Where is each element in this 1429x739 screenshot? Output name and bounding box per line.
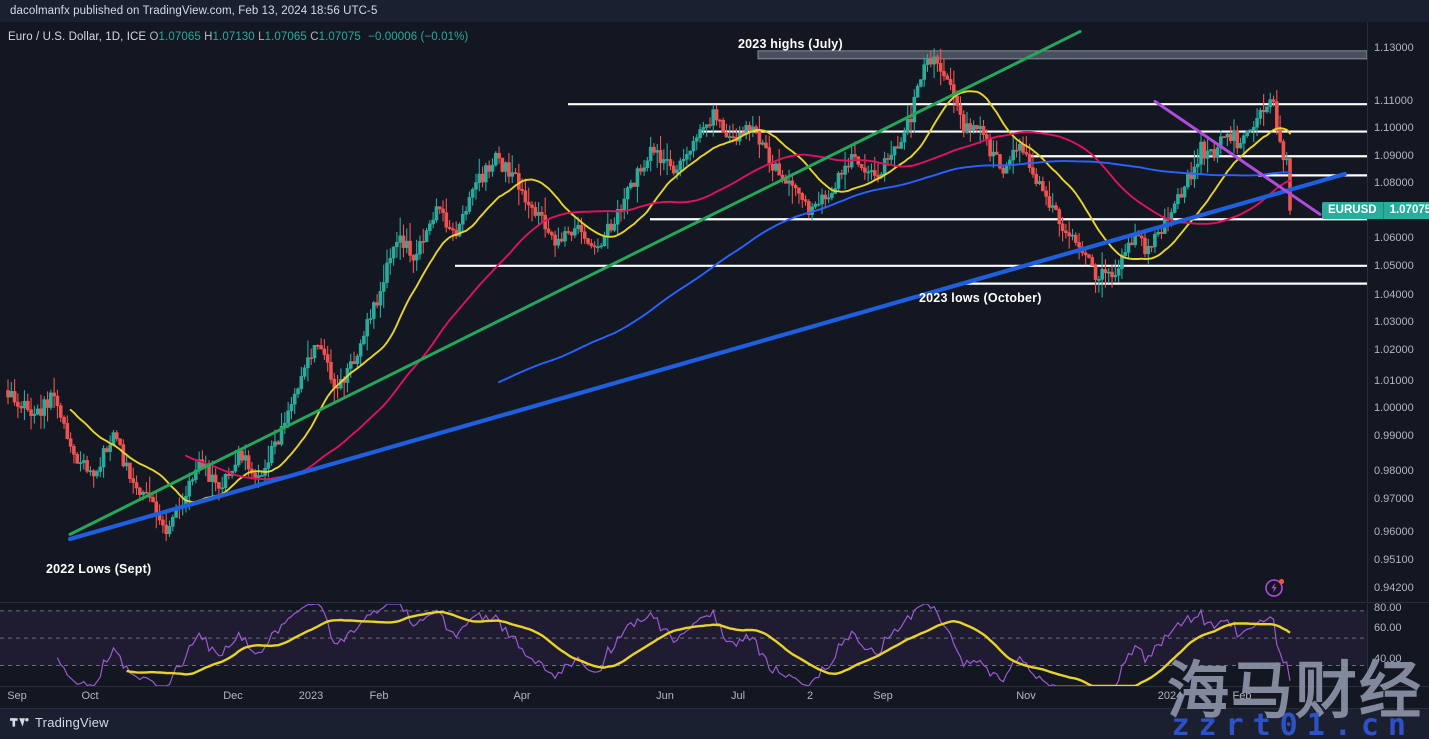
- price-chart-pane[interactable]: [0, 22, 1367, 602]
- legend-low-key: L: [258, 31, 265, 43]
- legend-open-key: O: [149, 31, 159, 43]
- price-tick: 0.95100: [1374, 554, 1414, 566]
- price-tick: 1.04000: [1374, 289, 1414, 301]
- time-tick: 2023: [298, 690, 324, 702]
- legend-close-key: C: [310, 31, 319, 43]
- rsi-tick: 40.00: [1374, 653, 1402, 665]
- rsi-indicator-pane[interactable]: [0, 604, 1367, 686]
- time-tick: Feb: [1232, 690, 1252, 702]
- url-watermark: zzrt01.cn: [1171, 708, 1415, 739]
- legend-symbol[interactable]: Euro / U.S. Dollar, 1D, ICE: [8, 31, 147, 43]
- price-tick: 1.06000: [1374, 232, 1414, 244]
- price-badge-symbol: EURUSD: [1322, 202, 1383, 220]
- rsi-chart-svg: [0, 604, 1367, 686]
- price-tick: 0.94200: [1374, 582, 1414, 594]
- chart-annotation: 2022 Lows (Sept): [46, 562, 152, 576]
- rsi-line: [56, 604, 1291, 686]
- price-tick: 1.08000: [1374, 177, 1414, 189]
- price-tick: 0.99000: [1374, 430, 1414, 442]
- legend-change: −0.00006 (−0.01%): [368, 31, 469, 43]
- price-tick: 1.01000: [1374, 375, 1414, 387]
- time-tick: 2024: [1157, 690, 1183, 702]
- lightning-bolt-icon[interactable]: [1264, 576, 1286, 598]
- pane-separator[interactable]: [0, 602, 1429, 603]
- trendline-blue: [67, 171, 1348, 542]
- rsi-tick: 60.00: [1374, 622, 1402, 634]
- price-badge-value: 1.07075: [1382, 202, 1429, 220]
- price-tick: 1.13000: [1374, 42, 1414, 54]
- tradingview-logo-icon: [10, 718, 29, 727]
- moving-average-blue: [498, 160, 1291, 384]
- price-chart-svg: [6, 30, 1367, 542]
- trendline-magenta: [1153, 99, 1322, 216]
- rsi-axis[interactable]: 80.00 60.00 40.00: [1367, 602, 1429, 686]
- time-tick: Dec: [223, 690, 243, 702]
- price-tick: 1.02000: [1374, 344, 1414, 356]
- attribution-bar: dacolmanfx published on TradingView.com,…: [0, 0, 1429, 22]
- trendline-green: [68, 30, 1082, 536]
- rsi-moving-average: [126, 610, 1291, 686]
- candlestick-series: [6, 48, 1292, 541]
- highs-zone-rectangle: [757, 50, 1367, 60]
- bottom-toolbar: TradingView: [0, 708, 1429, 739]
- legend-open-value: 1.07065: [158, 31, 201, 43]
- price-tick: 1.05000: [1374, 260, 1414, 272]
- price-tick: 1.09000: [1374, 150, 1414, 162]
- chinese-watermark: 海马财经: [1166, 654, 1423, 727]
- chart-annotation: 2023 highs (July): [738, 37, 843, 51]
- tradingview-brand-text: TradingView: [35, 715, 109, 730]
- moving-average-yellow: [69, 90, 1291, 504]
- moving-average-pink: [185, 130, 1291, 481]
- price-tick: 1.11000: [1374, 95, 1413, 107]
- price-tick: 1.00000: [1374, 402, 1414, 414]
- price-axis[interactable]: 1.13000 1.11000 1.10000 1.09000 1.08000 1.060…: [1367, 22, 1429, 602]
- time-tick: Nov: [1016, 690, 1036, 702]
- current-price-badge: EURUSD 1.07075: [1322, 202, 1429, 220]
- chart-legend: Euro / U.S. Dollar, 1D, ICE O1.07065 H1.…: [8, 30, 468, 45]
- time-tick: Sep: [873, 690, 893, 702]
- price-tick: 1.10000: [1374, 122, 1414, 134]
- time-tick: Sep: [7, 690, 27, 702]
- price-tick: 1.03000: [1374, 316, 1414, 328]
- legend-close-value: 1.07075: [318, 31, 361, 43]
- legend-high-key: H: [204, 31, 213, 43]
- time-tick: Jul: [730, 690, 746, 702]
- price-tick: 0.98000: [1374, 465, 1414, 477]
- time-tick: Apr: [513, 690, 531, 702]
- time-axis[interactable]: Sep Oct Dec 2023 Feb Apr Jun Jul 2 Sep Nov 2024 Feb: [0, 686, 1429, 708]
- rsi-tick: 80.00: [1374, 602, 1402, 614]
- time-tick: Jun: [656, 690, 674, 702]
- tradingview-logo[interactable]: TradingView: [10, 715, 109, 730]
- time-tick: 2: [806, 690, 814, 702]
- time-tick: Oct: [81, 690, 99, 702]
- price-tick: 0.96000: [1374, 526, 1414, 538]
- legend-high-value: 1.07130: [212, 31, 255, 43]
- price-tick: 0.97000: [1374, 493, 1414, 505]
- time-tick: Feb: [369, 690, 389, 702]
- chart-annotation: 2023 lows (October): [919, 291, 1042, 305]
- legend-low-value: 1.07065: [264, 31, 307, 43]
